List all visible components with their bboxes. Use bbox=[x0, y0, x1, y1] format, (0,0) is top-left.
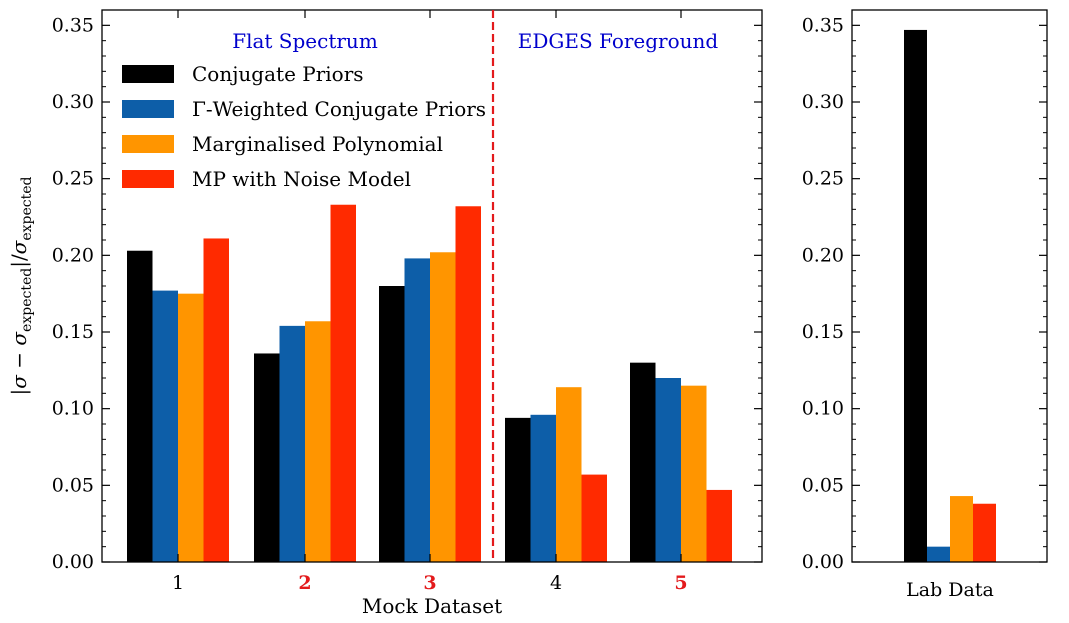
bar-2-dataset-3 bbox=[404, 258, 430, 562]
x-tick-label: 3 bbox=[423, 572, 436, 594]
bar-1-dataset-3 bbox=[379, 286, 405, 562]
y-axis-label-part: − bbox=[7, 346, 31, 375]
x-tick-label: 1 bbox=[172, 572, 184, 594]
bar-3-dataset-2 bbox=[305, 321, 331, 562]
legend-label-3: Marginalised Polynomial bbox=[192, 132, 443, 156]
lab-data-bar-1 bbox=[904, 29, 927, 562]
y-tick-label: 0.05 bbox=[52, 474, 94, 496]
legend-swatch-3 bbox=[122, 135, 174, 153]
lab-y-tick-label: 0.25 bbox=[802, 168, 844, 190]
region-label-flat-spectrum: Flat Spectrum bbox=[232, 29, 378, 53]
lab-y-tick-label: 0.30 bbox=[802, 91, 844, 113]
y-axis-label-part: expected bbox=[19, 176, 35, 240]
y-axis-label-part: σ bbox=[7, 239, 31, 254]
y-tick-label: 0.25 bbox=[52, 168, 94, 190]
y-tick-label: 0.00 bbox=[52, 551, 94, 573]
y-tick-label: 0.20 bbox=[52, 244, 94, 266]
bar-2-dataset-2 bbox=[279, 325, 305, 562]
bar-1-dataset-4 bbox=[505, 417, 531, 562]
y-axis-label: |σ − σexpected|/σexpected bbox=[7, 176, 35, 395]
lab-y-tick-label: 0.35 bbox=[802, 14, 844, 36]
y-axis-label-part: σ bbox=[7, 331, 31, 346]
y-tick-label: 0.30 bbox=[52, 91, 94, 113]
bar-1-dataset-2 bbox=[254, 353, 280, 562]
bar-4-dataset-2 bbox=[330, 204, 356, 562]
bar-3-dataset-4 bbox=[556, 387, 582, 562]
legend-swatch-1 bbox=[122, 65, 174, 83]
y-tick-label: 0.15 bbox=[52, 321, 94, 343]
bar-1-dataset-5 bbox=[630, 362, 656, 562]
lab-data-bar-4 bbox=[973, 503, 996, 562]
legend-swatch-2 bbox=[122, 100, 174, 118]
y-axis-label-part: |/ bbox=[7, 254, 32, 268]
bar-2-dataset-1 bbox=[152, 290, 178, 562]
lab-y-tick-label: 0.10 bbox=[802, 398, 844, 420]
bar-1-dataset-1 bbox=[127, 250, 153, 562]
bar-4-dataset-3 bbox=[455, 206, 481, 562]
x-axis-label: Mock Dataset bbox=[362, 594, 502, 618]
legend-label-4: MP with Noise Model bbox=[192, 167, 411, 191]
main-chart-panel: 0.00 0.05 0.10 0.15 0.20 0.25 0.30 0.35 1 2 3 4 5 Moc… bbox=[7, 9, 763, 618]
lab-y-tick-label: 0.15 bbox=[802, 321, 844, 343]
legend-swatch-4 bbox=[122, 170, 174, 188]
lab-data-bar-3 bbox=[950, 496, 973, 562]
x-tick-label: 2 bbox=[298, 572, 311, 594]
region-label-edges-foreground: EDGES Foreground bbox=[518, 29, 719, 53]
y-tick-label: 0.35 bbox=[52, 14, 94, 36]
lab-y-tick-label: 0.00 bbox=[802, 551, 844, 573]
lab-data-bar-2 bbox=[927, 546, 950, 562]
lab-y-tick-label: 0.20 bbox=[802, 244, 844, 266]
y-axis-label-part: | bbox=[7, 389, 32, 396]
legend-label-2: Γ-Weighted Conjugate Priors bbox=[192, 97, 486, 121]
bar-3-dataset-5 bbox=[681, 385, 707, 562]
bar-2-dataset-5 bbox=[655, 378, 681, 562]
lab-data-x-label: Lab Data bbox=[906, 579, 994, 601]
lab-data-plot-frame bbox=[851, 9, 1048, 563]
x-tick-label: 5 bbox=[674, 572, 687, 594]
y-axis-label-part: σ bbox=[7, 374, 31, 389]
y-tick-label: 0.10 bbox=[52, 398, 94, 420]
y-axis-label-part: expected bbox=[19, 268, 35, 332]
bar-3-dataset-3 bbox=[430, 252, 456, 562]
lab-data-chart-panel: 0.00 0.05 0.10 0.15 0.20 0.25 0.30 0.35 Lab Data bbox=[802, 9, 1048, 601]
x-tick-label: 4 bbox=[550, 572, 562, 594]
bar-4-dataset-5 bbox=[706, 489, 732, 562]
bar-2-dataset-4 bbox=[530, 414, 556, 562]
bar-4-dataset-1 bbox=[203, 238, 229, 562]
bar-3-dataset-1 bbox=[178, 293, 204, 562]
legend-label-1: Conjugate Priors bbox=[192, 62, 364, 86]
bar-4-dataset-4 bbox=[581, 474, 607, 562]
lab-y-tick-label: 0.05 bbox=[802, 474, 844, 496]
